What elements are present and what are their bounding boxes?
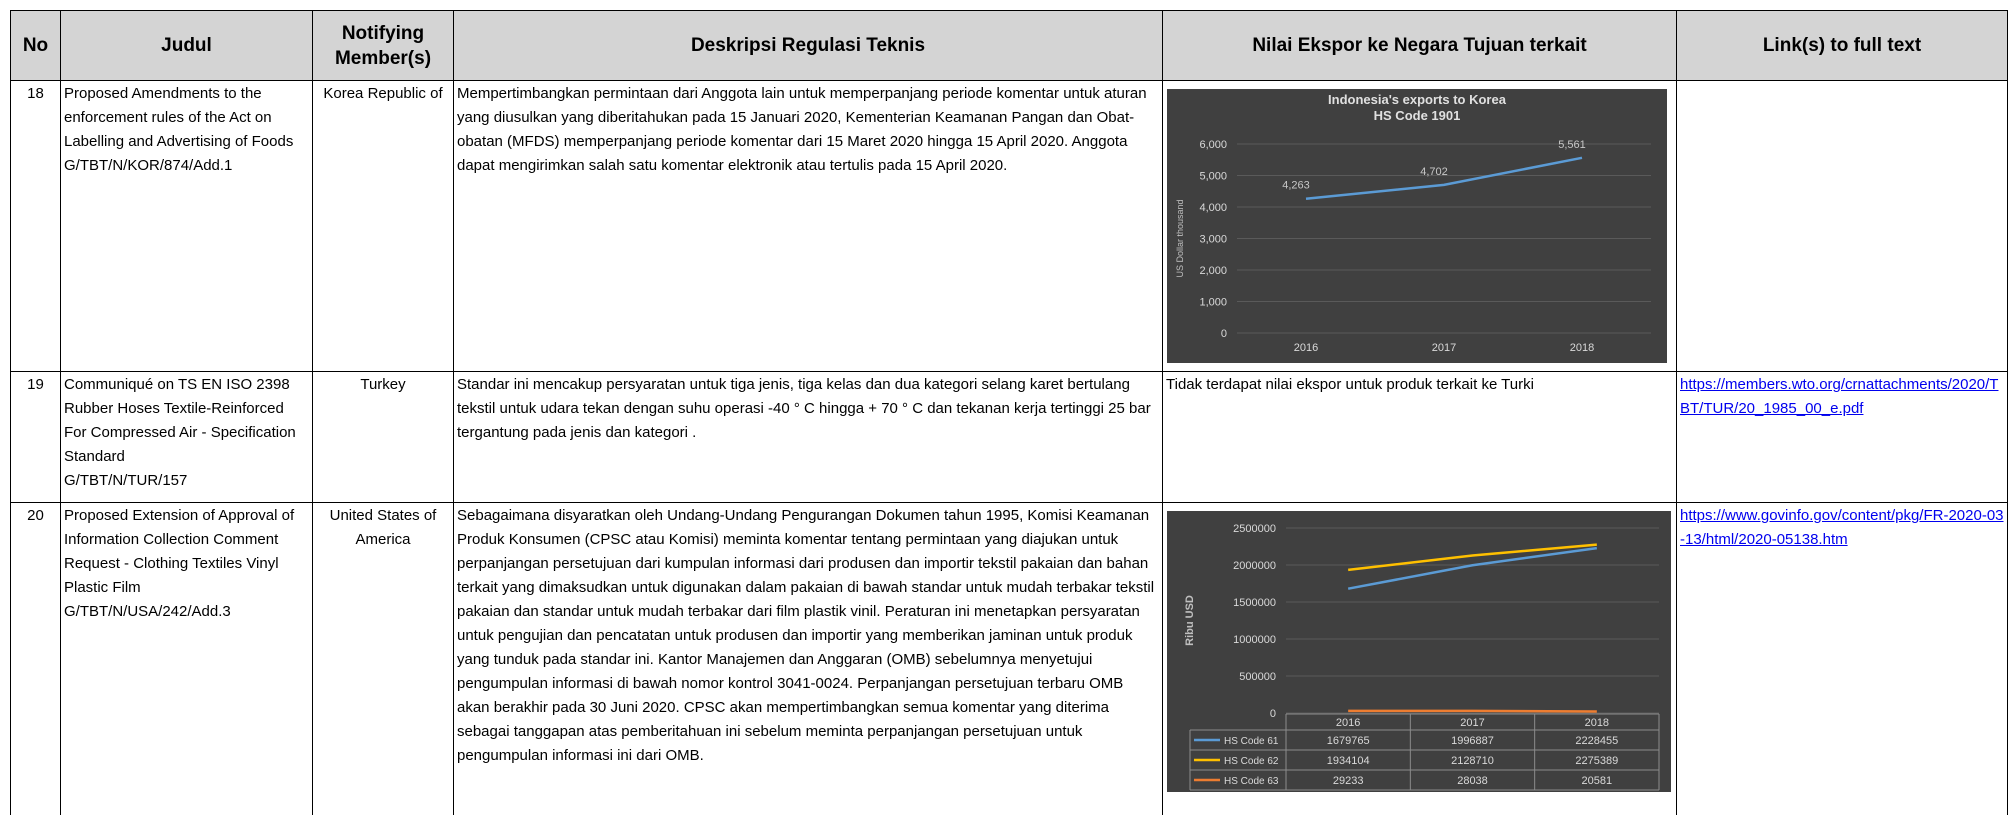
- series-line: [1305, 156, 1583, 200]
- member-cell: Turkey: [312, 371, 454, 503]
- data-label: 4,263: [1282, 180, 1310, 192]
- no-cell: 19: [10, 371, 61, 503]
- chart-background: [1167, 511, 1671, 792]
- data-table-value: 1996887: [1451, 735, 1494, 747]
- link-cell: https://members.wto.org/crnattachments/2…: [1676, 371, 2008, 503]
- data-label: 5,561: [1558, 139, 1586, 151]
- data-table-value: 1679765: [1327, 735, 1370, 747]
- y-tick-label: 6,000: [1199, 139, 1227, 151]
- y-tick-label: 2000000: [1233, 560, 1276, 572]
- judul-title: Communiqué on TS EN ISO 2398 Rubber Hose…: [64, 376, 296, 465]
- series-line: [1347, 546, 1598, 590]
- header-cell: Notifying Member(s): [312, 10, 454, 81]
- link-cell: https://www.govinfo.gov/content/pkg/FR-2…: [1676, 502, 2008, 815]
- header-cell: Deskripsi Regulasi Teknis: [453, 10, 1163, 81]
- x-tick-label: 2017: [1460, 717, 1484, 729]
- y-tick-label: 2500000: [1233, 523, 1276, 535]
- x-tick-label: 2018: [1570, 342, 1594, 354]
- header-cell: No: [10, 10, 61, 81]
- y-tick-label: 5,000: [1199, 171, 1227, 183]
- legend-label: HS Code 63: [1224, 776, 1279, 787]
- y-tick-label: 1,000: [1199, 297, 1227, 309]
- y-tick-label: 2,000: [1199, 265, 1227, 277]
- deskripsi-cell: Sebagaimana disyaratkan oleh Undang-Unda…: [453, 502, 1163, 815]
- member-cell: United States of America: [312, 502, 454, 815]
- link[interactable]: https://www.govinfo.gov/content/pkg/FR-2…: [1680, 507, 2004, 548]
- row: 18 Proposed Amendments to the enforcemen…: [10, 80, 2008, 372]
- deskripsi-cell: Standar ini mencakup persyaratan untuk t…: [453, 371, 1163, 503]
- no-cell: 20: [10, 502, 61, 815]
- export-cell: Tidak terdapat nilai ekspor untuk produk…: [1162, 371, 1677, 503]
- export-cell: Indonesia's exports to Korea HS Code 1901…: [1162, 80, 1677, 372]
- x-tick-label: 2017: [1432, 342, 1456, 354]
- chart-background: [1167, 89, 1667, 363]
- legend-label: HS Code 62: [1224, 756, 1279, 767]
- no-cell: 18: [10, 80, 61, 372]
- judul-title: Proposed Extension of Approval of Inform…: [64, 507, 295, 596]
- judul-cell: Proposed Extension of Approval of Inform…: [60, 502, 313, 815]
- data-table-value: 20581: [1582, 775, 1613, 787]
- data-table-value: 2275389: [1575, 755, 1618, 767]
- member-cell: Korea Republic of: [312, 80, 454, 372]
- y-tick-label: 500000: [1239, 671, 1276, 683]
- y-tick-label: 0: [1270, 708, 1276, 720]
- data-table-value: 2128710: [1451, 755, 1494, 767]
- data-table-value: 2228455: [1575, 735, 1618, 747]
- y-tick-label: 4,000: [1199, 202, 1227, 214]
- data-label: 4,702: [1420, 166, 1448, 178]
- y-tick-label: 3,000: [1199, 234, 1227, 246]
- header-row: No Judul Notifying Member(s) Deskripsi R…: [10, 10, 2008, 81]
- legend-label: HS Code 61: [1224, 736, 1279, 747]
- x-tick-label: 2018: [1585, 717, 1609, 729]
- judul-title: Proposed Amendments to the enforcement r…: [64, 85, 294, 150]
- link-cell: [1676, 80, 2008, 372]
- judul-code: G/TBT/N/USA/242/Add.3: [64, 603, 231, 620]
- y-tick-label: 1500000: [1233, 597, 1276, 609]
- header-cell: Link(s) to full text: [1676, 10, 2008, 81]
- judul-cell: Proposed Amendments to the enforcement r…: [60, 80, 313, 372]
- y-tick-label: 1000000: [1233, 634, 1276, 646]
- judul-code: G/TBT/N/KOR/874/Add.1: [64, 157, 233, 174]
- series-line: [1348, 543, 1597, 572]
- judul-cell: Communiqué on TS EN ISO 2398 Rubber Hose…: [60, 371, 313, 503]
- data-table-value: 28038: [1457, 775, 1488, 787]
- data-table-value: 1934104: [1327, 755, 1370, 767]
- y-axis-label: US Dollar thousand: [1175, 199, 1185, 277]
- row: 19 Communiqué on TS EN ISO 2398 Rubber H…: [10, 371, 2008, 503]
- header-cell: Judul: [60, 10, 313, 81]
- export-chart: Ribu USD 0 500000 1000000 1500000 2000000 2500…: [1167, 511, 1671, 792]
- chart-subtitle: HS Code 1901: [1374, 108, 1461, 123]
- x-tick-label: 2016: [1336, 717, 1360, 729]
- link[interactable]: https://members.wto.org/crnattachments/2…: [1680, 376, 1999, 417]
- x-tick-label: 2016: [1294, 342, 1318, 354]
- data-table-value: 29233: [1333, 775, 1364, 787]
- y-tick-label: 0: [1221, 328, 1227, 340]
- y-axis-label: Ribu USD: [1184, 595, 1196, 646]
- series-line: [1348, 709, 1597, 713]
- header-cell: Nilai Ekspor ke Negara Tujuan terkait: [1162, 10, 1677, 81]
- regulation-table: No Judul Notifying Member(s) Deskripsi R…: [10, 10, 2008, 815]
- deskripsi-cell: Mempertimbangkan permintaan dari Anggota…: [453, 80, 1163, 372]
- chart-title: Indonesia's exports to Korea: [1328, 92, 1507, 107]
- export-cell: Ribu USD 0 500000 1000000 1500000 2000000 2500…: [1162, 502, 1677, 815]
- judul-code: G/TBT/N/TUR/157: [64, 472, 188, 489]
- row: 20 Proposed Extension of Approval of Inf…: [10, 502, 2008, 815]
